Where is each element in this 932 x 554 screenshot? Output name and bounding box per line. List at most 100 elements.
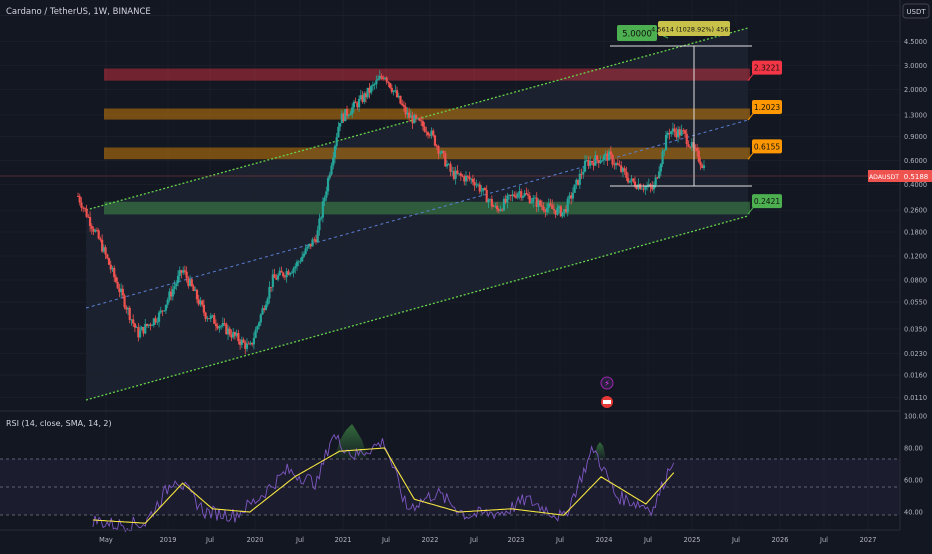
candle-body — [389, 83, 392, 88]
candle-body — [413, 114, 416, 124]
time-tick-label: Jul — [381, 536, 390, 544]
candle-body — [211, 315, 214, 317]
candle-body — [454, 170, 457, 179]
candle-body — [652, 184, 656, 190]
candle-body — [671, 128, 675, 132]
candle-body — [525, 193, 528, 195]
level-tag[interactable]: 1.2023 — [747, 100, 782, 121]
candle-body — [232, 332, 235, 338]
price-tick-label: 4.5000 — [904, 38, 927, 46]
candle-body — [268, 286, 271, 299]
candle-body — [280, 270, 283, 273]
level-tag[interactable]: 0.6155 — [747, 139, 782, 160]
candle-body — [604, 153, 607, 156]
candle-body — [475, 184, 478, 186]
rsi-plot[interactable] — [92, 424, 675, 533]
candle-body — [264, 304, 268, 310]
candle-body — [226, 328, 230, 335]
candle-body — [394, 90, 397, 92]
candle-body — [121, 288, 124, 296]
measure-label[interactable]: 4.5614 (1028.92%) 45614 — [651, 21, 737, 36]
candle-body — [275, 277, 278, 280]
candle-body — [592, 162, 595, 166]
candle-body — [666, 132, 669, 135]
channel-mid-line[interactable] — [85, 119, 749, 309]
level-tag-label: 0.2421 — [754, 197, 780, 206]
candle-body — [383, 77, 387, 79]
candle-body — [282, 272, 285, 277]
candle-body — [94, 230, 97, 232]
zone-orange[interactable] — [104, 147, 750, 160]
channel-upper-line[interactable] — [85, 27, 749, 211]
candle-body — [487, 199, 490, 203]
candle-body — [173, 286, 176, 290]
candle-body — [373, 84, 376, 86]
zone-green[interactable] — [104, 201, 750, 215]
candle-body — [80, 202, 83, 208]
candle-body — [192, 286, 195, 292]
candle-body — [125, 307, 128, 310]
candle-body — [545, 207, 549, 213]
svg-text:ADAUSDT: ADAUSDT — [869, 174, 899, 181]
candle-body — [594, 155, 597, 166]
rsi-ma-line[interactable] — [92, 447, 675, 524]
candle-body — [368, 87, 371, 93]
channel-lower-line[interactable] — [85, 215, 749, 401]
price-axis[interactable]: 7.00004.50003.00002.00001.30000.90000.60… — [904, 12, 927, 402]
zone-red[interactable] — [104, 68, 750, 81]
candle-body — [564, 209, 568, 213]
candle-body — [273, 274, 276, 278]
price-tick-label: 0.2600 — [904, 207, 927, 215]
candle-body — [142, 327, 145, 334]
rsi-axis[interactable]: 100.00 80.00 60.00 40.00 — [904, 413, 927, 517]
candle-body — [306, 246, 309, 249]
candle-body — [526, 194, 530, 196]
candle-body — [544, 210, 547, 213]
candle-body — [78, 196, 81, 203]
candle-body — [416, 118, 419, 119]
time-tick-label: 2025 — [684, 536, 701, 544]
candle-body — [608, 151, 611, 161]
candle-body — [347, 115, 350, 117]
candle-body — [144, 323, 147, 334]
candle-body — [228, 328, 231, 335]
candle-body — [587, 159, 590, 166]
currency-button[interactable]: USDT — [902, 3, 930, 19]
candle-body — [361, 95, 364, 102]
candle-body — [552, 208, 556, 211]
rsi-title: RSI (14, close, SMA, 14, 2) — [6, 419, 112, 428]
candle-body — [213, 315, 216, 324]
time-axis[interactable]: May 2019 Jul 2020 Jul 2021 Jul 2022 Jul 2023 Jul 20… — [99, 536, 876, 544]
lightning-icon[interactable]: ⚡ — [600, 376, 614, 390]
candle-body — [620, 165, 623, 172]
candle-body — [190, 279, 193, 287]
candle-body — [159, 310, 162, 313]
candle-body — [511, 194, 514, 197]
rsi-line[interactable] — [92, 433, 675, 533]
candle-body — [88, 216, 92, 227]
candle-body — [685, 133, 688, 145]
candle-body — [542, 206, 545, 211]
zone-orange[interactable] — [104, 108, 750, 120]
candle-body — [111, 267, 114, 270]
candle-body — [640, 188, 644, 190]
time-tick-label: 2021 — [335, 536, 352, 544]
grid-lines — [0, 0, 900, 530]
level-tag[interactable]: 0.2421 — [747, 194, 782, 215]
candle-body — [694, 147, 697, 149]
candle-body — [614, 163, 618, 166]
level-tag[interactable]: 2.3221 — [747, 60, 782, 81]
candle-body — [323, 197, 326, 202]
candle-body — [514, 196, 518, 198]
candle-body — [345, 109, 349, 116]
candle-body — [311, 239, 314, 247]
flag-icon[interactable] — [601, 396, 613, 408]
current-price-tag[interactable]: ADAUSDT 0.5188 — [868, 170, 932, 182]
candle-body — [214, 323, 218, 327]
candle-body — [102, 247, 105, 252]
candle-body — [116, 281, 119, 289]
rsi-overbought-fill — [594, 442, 606, 459]
candle-body — [266, 298, 269, 305]
target-label[interactable]: 5.0000 — [617, 25, 657, 41]
